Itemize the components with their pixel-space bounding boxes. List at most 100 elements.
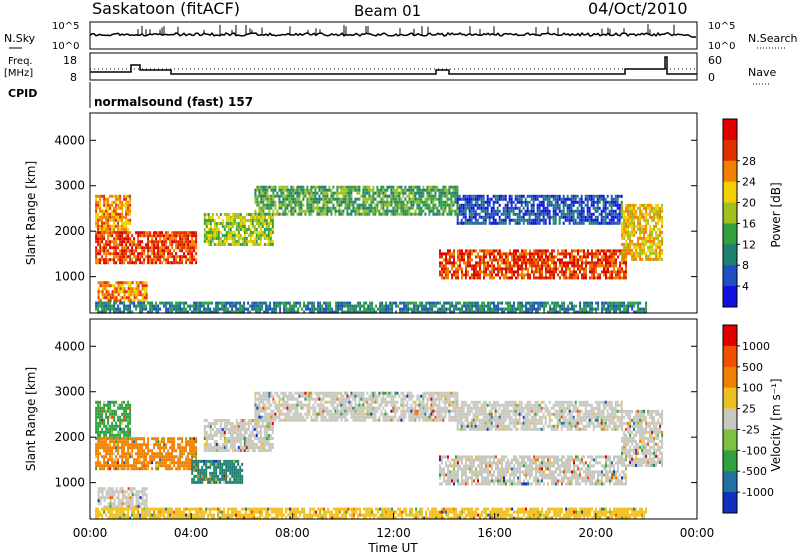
echo-cell	[233, 240, 236, 243]
echo-cell	[614, 197, 617, 201]
echo-cell	[125, 224, 128, 228]
echo-cell	[504, 212, 507, 216]
echo-cell	[97, 221, 100, 225]
echo-cell	[635, 248, 638, 252]
echo-cell	[551, 267, 553, 271]
echo-cell	[623, 218, 626, 222]
echo-cell	[507, 258, 509, 262]
echo-cell	[460, 197, 463, 201]
colorbar-swatch	[723, 139, 737, 162]
echo-cell	[123, 290, 126, 294]
echo-cell	[268, 200, 271, 204]
echo-cell	[643, 227, 646, 231]
echo-cell	[387, 310, 390, 314]
echo-cell	[323, 307, 326, 311]
echo-cell	[575, 255, 577, 259]
echo-cell	[350, 191, 353, 195]
echo-cell	[635, 242, 638, 246]
echo-cell	[396, 206, 399, 210]
echo-cell	[590, 197, 593, 201]
echo-cell	[233, 222, 236, 225]
echo-cell	[623, 270, 625, 274]
echo-cell	[310, 209, 313, 213]
echo-cell	[451, 264, 453, 268]
echo-cell	[133, 249, 136, 253]
echo-cell	[99, 284, 102, 288]
echo-cell	[99, 246, 102, 250]
echo-cell	[420, 206, 423, 210]
echo-cell	[595, 255, 597, 259]
echo-cell	[655, 257, 658, 261]
echo-cell	[129, 255, 132, 259]
echo-cell	[538, 206, 541, 210]
echo-cell	[223, 213, 226, 216]
echo-cell	[131, 249, 134, 253]
echo-cell	[459, 255, 461, 259]
echo-cell	[382, 191, 385, 195]
echo-cell	[251, 240, 254, 243]
echo-cell	[625, 218, 628, 222]
echo-cell	[343, 301, 346, 305]
echo-cell	[450, 185, 453, 189]
echo-cell	[113, 261, 116, 265]
echo-cell	[127, 430, 130, 434]
echo-cell	[233, 310, 236, 314]
echo-cell	[115, 307, 118, 311]
echo-cell	[346, 191, 349, 195]
echo-cell	[598, 206, 601, 210]
echo-cell	[141, 452, 144, 456]
echo-cell	[165, 231, 168, 235]
echo-cell	[317, 310, 320, 314]
echo-cell	[509, 267, 511, 271]
echo-cell	[543, 264, 545, 268]
echo-cell	[282, 191, 285, 195]
echo-cell	[434, 197, 437, 201]
echo-cell	[155, 310, 158, 314]
echo-cell	[645, 212, 648, 216]
echo-cell	[282, 194, 285, 198]
echo-cell	[546, 215, 549, 219]
echo-cell	[127, 231, 130, 235]
echo-cell	[621, 224, 624, 228]
echo-cell	[545, 261, 547, 265]
echo-cell	[231, 243, 234, 246]
echo-cell	[429, 307, 432, 311]
echo-cell	[121, 310, 124, 314]
echo-cell	[310, 194, 313, 198]
echo-cell	[274, 188, 277, 192]
echo-cell	[515, 258, 517, 262]
echo-cell	[609, 258, 611, 262]
echo-cell	[377, 307, 380, 311]
echo-cell	[509, 264, 511, 268]
echo-cell	[627, 206, 630, 210]
echo-cell	[464, 221, 467, 225]
echo-cell	[308, 206, 311, 210]
echo-cell	[113, 461, 116, 465]
echo-cell	[161, 234, 164, 238]
echo-cell	[612, 209, 615, 213]
echo-cell	[610, 203, 613, 207]
echo-cell	[262, 212, 265, 216]
echo-cell	[340, 203, 343, 207]
echo-cell	[515, 310, 518, 314]
echo-cell	[619, 261, 621, 265]
echo-cell	[625, 270, 627, 274]
echo-cell	[262, 194, 265, 198]
echo-cell	[433, 310, 436, 314]
echo-cell	[113, 458, 116, 462]
echo-cell	[111, 430, 114, 434]
echo-cell	[311, 301, 314, 305]
echo-cell	[653, 224, 656, 228]
echo-cell	[211, 240, 214, 243]
echo-cell	[639, 227, 642, 231]
echo-cell	[346, 188, 349, 192]
echo-cell	[107, 209, 110, 213]
echo-cell	[183, 304, 186, 308]
echo-cell	[657, 212, 660, 216]
echo-cell	[353, 307, 356, 311]
echo-cell	[113, 409, 116, 413]
echo-cell	[370, 209, 373, 213]
echo-cell	[336, 197, 339, 201]
echo-cell	[143, 467, 146, 471]
echo-cell	[463, 301, 466, 305]
